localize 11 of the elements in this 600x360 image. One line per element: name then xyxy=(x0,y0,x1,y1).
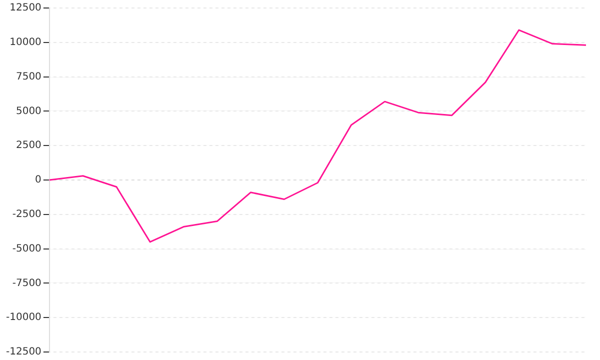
y-tick-label: 12500 xyxy=(10,2,42,14)
y-tick-label: 10000 xyxy=(10,36,42,48)
y-tick-label: 5000 xyxy=(16,106,42,117)
y-tick-label: -12500 xyxy=(6,346,42,358)
y-tick-label: -5000 xyxy=(12,243,42,254)
y-tick-label: -2500 xyxy=(12,208,42,220)
y-tick-label: -10000 xyxy=(6,312,42,324)
y-tick-label: 7500 xyxy=(16,71,42,82)
y-tick-label: -7500 xyxy=(12,278,42,289)
y-tick-label: 0 xyxy=(35,174,42,186)
y-tick-label: 2500 xyxy=(16,140,42,152)
